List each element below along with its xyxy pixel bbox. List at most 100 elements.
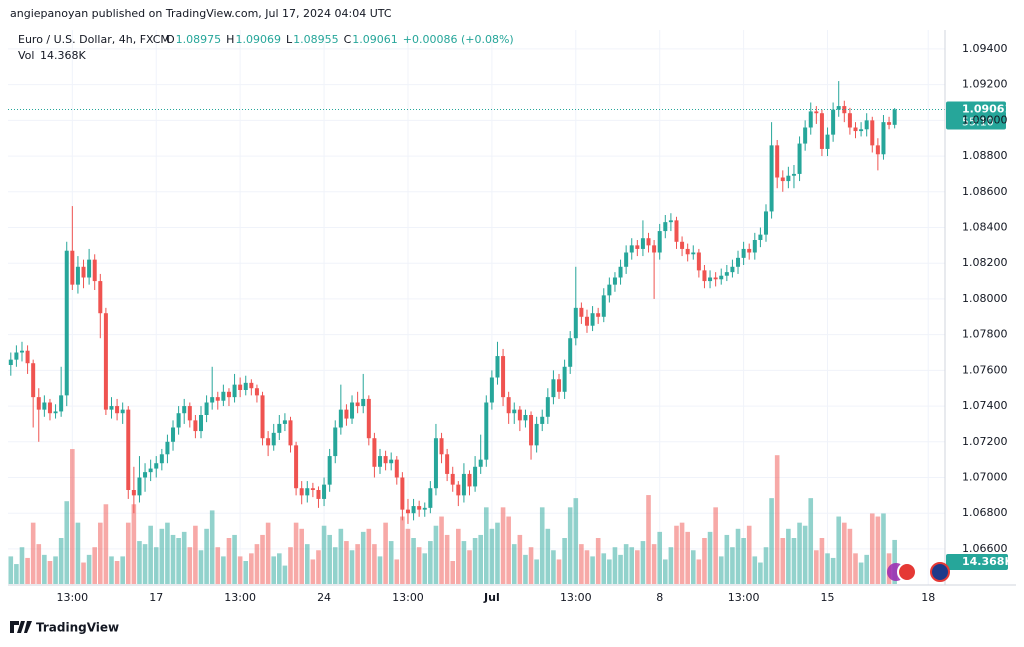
candle-body: [814, 111, 819, 114]
volume-bar: [159, 528, 165, 584]
price-tag-countdown: 55:10: [962, 115, 994, 128]
candle-body: [249, 382, 254, 389]
volume-legend-name: Vol: [18, 49, 34, 62]
candle-body: [327, 456, 332, 485]
candle-body: [378, 456, 383, 467]
volume-bar: [573, 498, 579, 584]
candle-body: [120, 409, 125, 414]
candle-body: [42, 402, 47, 410]
ohlc-name: C: [344, 33, 352, 46]
candle-body: [232, 384, 237, 398]
volume-bar: [131, 504, 137, 584]
volume-bar: [19, 547, 25, 584]
volume-bar: [193, 525, 198, 584]
candle-body: [154, 463, 159, 469]
candle-body: [383, 456, 388, 464]
candle-body: [478, 459, 483, 467]
volume-bar: [400, 516, 405, 584]
volume-bar: [30, 522, 36, 584]
event-icon[interactable]: [930, 562, 950, 582]
candle-body: [439, 438, 444, 455]
volume-bar: [461, 541, 467, 584]
candle-body: [775, 145, 780, 178]
candle-body: [109, 406, 114, 410]
candle-body: [786, 175, 791, 182]
volume-bar: [332, 547, 338, 584]
ohlc-value: 1.09069: [235, 33, 281, 46]
x-tick-label: 18: [921, 591, 935, 604]
candle-body: [870, 120, 875, 146]
y-tick-label: 1.08600: [962, 185, 1008, 198]
volume-bar: [221, 556, 226, 584]
volume-bar: [679, 522, 685, 584]
candle-body: [271, 432, 276, 446]
candle-body: [31, 363, 36, 398]
volume-bar: [523, 554, 528, 584]
ohlc-name: L: [286, 33, 293, 46]
ohlc-value: 1.08955: [293, 33, 339, 46]
volume-bar: [64, 501, 70, 584]
candle-body: [299, 488, 304, 496]
volume-bar: [869, 513, 875, 584]
candle-body: [338, 409, 343, 428]
candle-body: [221, 391, 226, 401]
volume-bar: [86, 554, 92, 584]
volume-bar: [696, 559, 702, 584]
volume-bar: [170, 534, 176, 584]
volume-bar: [802, 525, 808, 584]
candle-body: [803, 127, 808, 144]
volume-bar: [601, 553, 607, 584]
candle-body: [226, 391, 231, 398]
volume-bar: [456, 528, 461, 584]
volume-bar: [249, 553, 254, 584]
volume-bar: [786, 528, 791, 584]
candle-body: [534, 423, 539, 446]
volume-bar: [567, 507, 573, 584]
volume-bar: [372, 544, 377, 584]
volume-bar: [176, 538, 181, 584]
candle-body: [540, 416, 545, 424]
y-tick-label: 1.09400: [962, 42, 1008, 55]
price-tag: [946, 101, 1006, 130]
volume-bar: [836, 516, 842, 584]
volume-bar: [75, 522, 81, 584]
candle-body: [646, 238, 651, 246]
candle-body: [282, 420, 287, 424]
volume-bar: [500, 507, 506, 584]
candle-body: [836, 106, 841, 110]
candle-body: [333, 427, 338, 457]
candle-body: [260, 395, 265, 439]
candle-body: [881, 122, 886, 155]
volume-bar: [657, 531, 663, 584]
event-icon[interactable]: [897, 562, 917, 582]
candle-body: [310, 488, 315, 490]
y-tick-label: 1.07200: [962, 435, 1008, 448]
candle-body: [831, 109, 836, 135]
candle-body: [747, 248, 752, 253]
volume-bar: [825, 553, 830, 584]
candle-body: [193, 420, 198, 432]
volume-bar: [344, 541, 349, 584]
y-tick-label: 1.07400: [962, 399, 1008, 412]
candle-body: [103, 313, 108, 410]
volume-bar: [254, 544, 260, 584]
candle-body: [187, 406, 192, 421]
volume-bar: [707, 531, 713, 584]
candle-body: [568, 338, 573, 367]
candle-body: [215, 397, 220, 401]
volume-bar: [226, 538, 232, 584]
volume-bar: [58, 538, 64, 584]
volume-bar: [260, 534, 265, 584]
volume-bar: [422, 553, 428, 584]
candle-body: [607, 284, 612, 296]
candle-body: [131, 490, 136, 496]
volume-bar: [433, 525, 439, 584]
candle-body: [657, 231, 662, 253]
candle-body: [126, 409, 131, 490]
volume-bar: [42, 554, 47, 584]
volume-bar: [528, 547, 534, 584]
y-tick-label: 1.07800: [962, 328, 1008, 341]
volume-bar: [651, 544, 657, 584]
volume-bar: [662, 559, 668, 584]
volume-bar: [763, 547, 769, 584]
